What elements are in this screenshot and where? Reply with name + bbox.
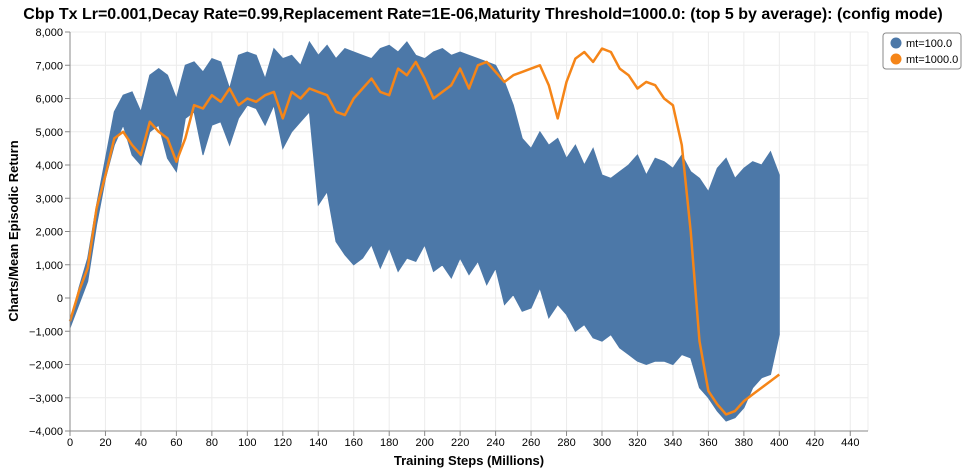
legend: mt=100.0 mt=1000.0 — [882, 32, 962, 70]
y-tick-label: −3,000 — [29, 393, 63, 405]
x-tick-label: 0 — [67, 437, 73, 449]
y-tick-label: 2,000 — [35, 227, 63, 239]
x-tick-label: 100 — [238, 437, 256, 449]
x-tick-label: 220 — [451, 437, 469, 449]
series-line-1 — [68, 47, 781, 416]
y-tick-label: 8,000 — [35, 27, 63, 39]
y-tick-label: 3,000 — [35, 193, 63, 205]
x-tick-label: 240 — [486, 437, 504, 449]
x-tick-label: 300 — [593, 437, 611, 449]
x-axis-title: Training Steps (Millions) — [394, 453, 544, 468]
legend-marker-1 — [890, 53, 902, 65]
x-tick-label: 260 — [522, 437, 540, 449]
axes: 0 20 40 60 80 100 120 140 160 180 200 220 240 260 280 3… — [29, 27, 868, 449]
x-tick-label: 400 — [770, 437, 788, 449]
x-tick-label: 20 — [99, 437, 111, 449]
x-tick-label: 60 — [170, 437, 182, 449]
y-tick-label: −4,000 — [29, 426, 63, 438]
series-layer — [68, 40, 781, 422]
x-tick-label: 320 — [628, 437, 646, 449]
chart-title: Cbp Tx Lr=0.001,Decay Rate=0.99,Replacem… — [23, 6, 942, 23]
legend-box — [882, 32, 962, 70]
x-tick-label: 340 — [664, 437, 682, 449]
series-band-0 — [69, 40, 780, 422]
x-tick-label: 40 — [135, 437, 147, 449]
legend-label-0: mt=100.0 — [906, 38, 952, 50]
x-tick-label: 420 — [806, 437, 824, 449]
y-tick-label: 4,000 — [35, 160, 63, 172]
x-tick-label: 360 — [699, 437, 717, 449]
x-tick-label: 140 — [309, 437, 327, 449]
x-tick-label: 180 — [380, 437, 398, 449]
y-tick-label: 7,000 — [35, 60, 63, 72]
legend-marker-0 — [890, 37, 902, 49]
legend-label-1: mt=1000.0 — [906, 54, 958, 66]
x-tick-label: 380 — [735, 437, 753, 449]
x-tick-label: 440 — [841, 437, 859, 449]
y-axis-title: Charts/Mean Episodic Return — [6, 140, 21, 321]
y-tick-label: 1,000 — [35, 260, 63, 272]
x-tick-label: 160 — [345, 437, 363, 449]
x-tick-label: 80 — [206, 437, 218, 449]
x-tick-label: 280 — [557, 437, 575, 449]
y-tick-label: −2,000 — [29, 360, 63, 372]
y-tick-label: 6,000 — [35, 94, 63, 106]
series-1 — [68, 47, 781, 416]
y-tick-label: 0 — [57, 293, 63, 305]
y-tick-label: 5,000 — [35, 127, 63, 139]
x-tick-label: 200 — [415, 437, 433, 449]
x-tick-label: 120 — [274, 437, 292, 449]
y-tick-label: −1,000 — [29, 326, 63, 338]
series-0 — [69, 40, 780, 422]
